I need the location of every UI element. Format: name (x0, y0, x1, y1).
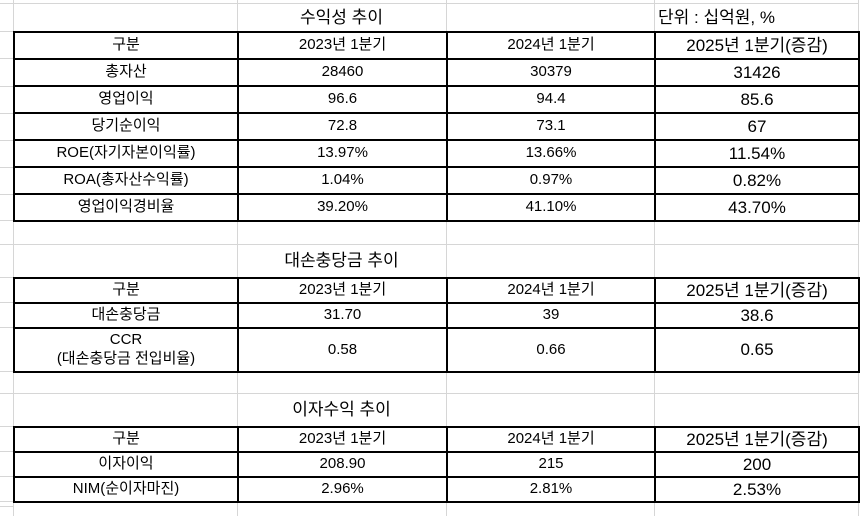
gridline-tick (0, 476, 13, 477)
gridline-tick (0, 302, 13, 303)
row-label-cell[interactable]: 당기순이익 (13, 112, 239, 141)
row-label-cell[interactable]: ROA(총자산수익률) (13, 166, 239, 195)
value-cell[interactable]: 28460 (237, 58, 448, 87)
gridline-tick (0, 113, 13, 114)
row-label-cell[interactable]: NIM(순이자마진) (13, 476, 239, 503)
table-header-row: 구분 2023년 1분기 2024년 1분기 2025년 1분기(증감) (13, 426, 860, 453)
column-header[interactable]: 2024년 1분기 (446, 277, 656, 304)
column-header[interactable]: 구분 (13, 31, 239, 60)
gridline-horizontal (0, 244, 858, 245)
gridline-tick (0, 501, 13, 502)
value-cell[interactable]: 38.6 (654, 302, 860, 329)
table-title-profitability[interactable]: 수익성 추이 (300, 8, 383, 27)
row-label-cell[interactable]: CCR (대손충당금 전입비율) (13, 327, 239, 373)
table-row: ROA(총자산수익률) 1.04% 0.97% 0.82% (13, 166, 860, 195)
interest-income-table: 구분 2023년 1분기 2024년 1분기 2025년 1분기(증감) 이자이… (13, 426, 860, 503)
value-cell[interactable]: 0.82% (654, 166, 860, 195)
value-cell[interactable]: 200 (654, 451, 860, 478)
gridline-tick (0, 371, 13, 372)
value-cell[interactable]: 0.58 (237, 327, 448, 373)
loan-loss-provision-table: 구분 2023년 1분기 2024년 1분기 2025년 1분기(증감) 대손충… (13, 277, 860, 373)
table-row: 총자산 28460 30379 31426 (13, 58, 860, 87)
unit-note[interactable]: 단위 : 십억원, % (658, 8, 775, 27)
value-cell[interactable]: 2.81% (446, 476, 656, 503)
value-cell[interactable]: 208.90 (237, 451, 448, 478)
value-cell[interactable]: 30379 (446, 58, 656, 87)
column-header[interactable]: 2024년 1분기 (446, 31, 656, 60)
table-header-row: 구분 2023년 1분기 2024년 1분기 2025년 1분기(증감) (13, 277, 860, 304)
table-row: 영업이익 96.6 94.4 85.6 (13, 85, 860, 114)
gridline-tick (0, 277, 13, 278)
gridline-tick (0, 58, 13, 59)
column-header[interactable]: 구분 (13, 426, 239, 453)
value-cell[interactable]: 96.6 (237, 85, 448, 114)
value-cell[interactable]: 1.04% (237, 166, 448, 195)
table-title-loan-loss-provision[interactable]: 대손충당금 추이 (284, 251, 399, 270)
table-row: CCR (대손충당금 전입비율) 0.58 0.66 0.65 (13, 327, 860, 373)
value-cell[interactable]: 73.1 (446, 112, 656, 141)
value-cell[interactable]: 11.54% (654, 139, 860, 168)
value-cell[interactable]: 13.66% (446, 139, 656, 168)
value-cell[interactable]: 41.10% (446, 193, 656, 222)
gridline-tick (0, 327, 13, 328)
value-cell[interactable]: 43.70% (654, 193, 860, 222)
gridline-tick (0, 426, 13, 427)
gridline-tick (0, 220, 13, 221)
column-header[interactable]: 2023년 1분기 (237, 277, 448, 304)
row-label-cell[interactable]: ROE(자기자본이익률) (13, 139, 239, 168)
value-cell[interactable]: 39.20% (237, 193, 448, 222)
row-label-cell[interactable]: 이자이익 (13, 451, 239, 478)
gridline-vertical (858, 0, 859, 516)
value-cell[interactable]: 0.97% (446, 166, 656, 195)
value-cell[interactable]: 0.66 (446, 327, 656, 373)
table-row: 이자이익 208.90 215 200 (13, 451, 860, 478)
gridline-horizontal (0, 3, 858, 4)
value-cell[interactable]: 215 (446, 451, 656, 478)
gridline-tick (0, 140, 13, 141)
table-row: ROE(자기자본이익률) 13.97% 13.66% 11.54% (13, 139, 860, 168)
gridline-tick (0, 167, 13, 168)
gridline-vertical (654, 0, 655, 516)
column-header[interactable]: 2025년 1분기(증감) (654, 426, 860, 453)
table-row: 대손충당금 31.70 39 38.6 (13, 302, 860, 329)
gridline-horizontal (0, 506, 13, 507)
table-row: NIM(순이자마진) 2.96% 2.81% 2.53% (13, 476, 860, 503)
value-cell[interactable]: 31.70 (237, 302, 448, 329)
value-cell[interactable]: 67 (654, 112, 860, 141)
value-cell[interactable]: 2.96% (237, 476, 448, 503)
table-row: 영업이익경비율 39.20% 41.10% 43.70% (13, 193, 860, 222)
value-cell[interactable]: 31426 (654, 58, 860, 87)
gridline-horizontal (0, 393, 858, 394)
value-cell[interactable]: 39 (446, 302, 656, 329)
gridline-tick (0, 451, 13, 452)
value-cell[interactable]: 2.53% (654, 476, 860, 503)
column-header[interactable]: 구분 (13, 277, 239, 304)
value-cell[interactable]: 85.6 (654, 85, 860, 114)
value-cell[interactable]: 0.65 (654, 327, 860, 373)
row-label-cell[interactable]: 대손충당금 (13, 302, 239, 329)
row-label-cell[interactable]: 영업이익경비율 (13, 193, 239, 222)
gridline-vertical (13, 0, 14, 516)
column-header[interactable]: 2024년 1분기 (446, 426, 656, 453)
gridline-tick (0, 31, 13, 32)
table-row: 당기순이익 72.8 73.1 67 (13, 112, 860, 141)
value-cell[interactable]: 94.4 (446, 85, 656, 114)
gridline-tick (0, 194, 13, 195)
column-header[interactable]: 2023년 1분기 (237, 426, 448, 453)
column-header[interactable]: 2025년 1분기(증감) (654, 31, 860, 60)
value-cell[interactable]: 72.8 (237, 112, 448, 141)
value-cell[interactable]: 13.97% (237, 139, 448, 168)
column-header[interactable]: 2023년 1분기 (237, 31, 448, 60)
table-title-interest-income[interactable]: 이자수익 추이 (292, 400, 391, 419)
gridline-tick (0, 86, 13, 87)
gridline-vertical (237, 0, 238, 516)
profitability-table: 구분 2023년 1분기 2024년 1분기 2025년 1분기(증감) 총자산… (13, 31, 860, 222)
row-label-cell[interactable]: 총자산 (13, 58, 239, 87)
table-header-row: 구분 2023년 1분기 2024년 1분기 2025년 1분기(증감) (13, 31, 860, 60)
gridline-vertical (446, 0, 447, 516)
column-header[interactable]: 2025년 1분기(증감) (654, 277, 860, 304)
row-label-cell[interactable]: 영업이익 (13, 85, 239, 114)
